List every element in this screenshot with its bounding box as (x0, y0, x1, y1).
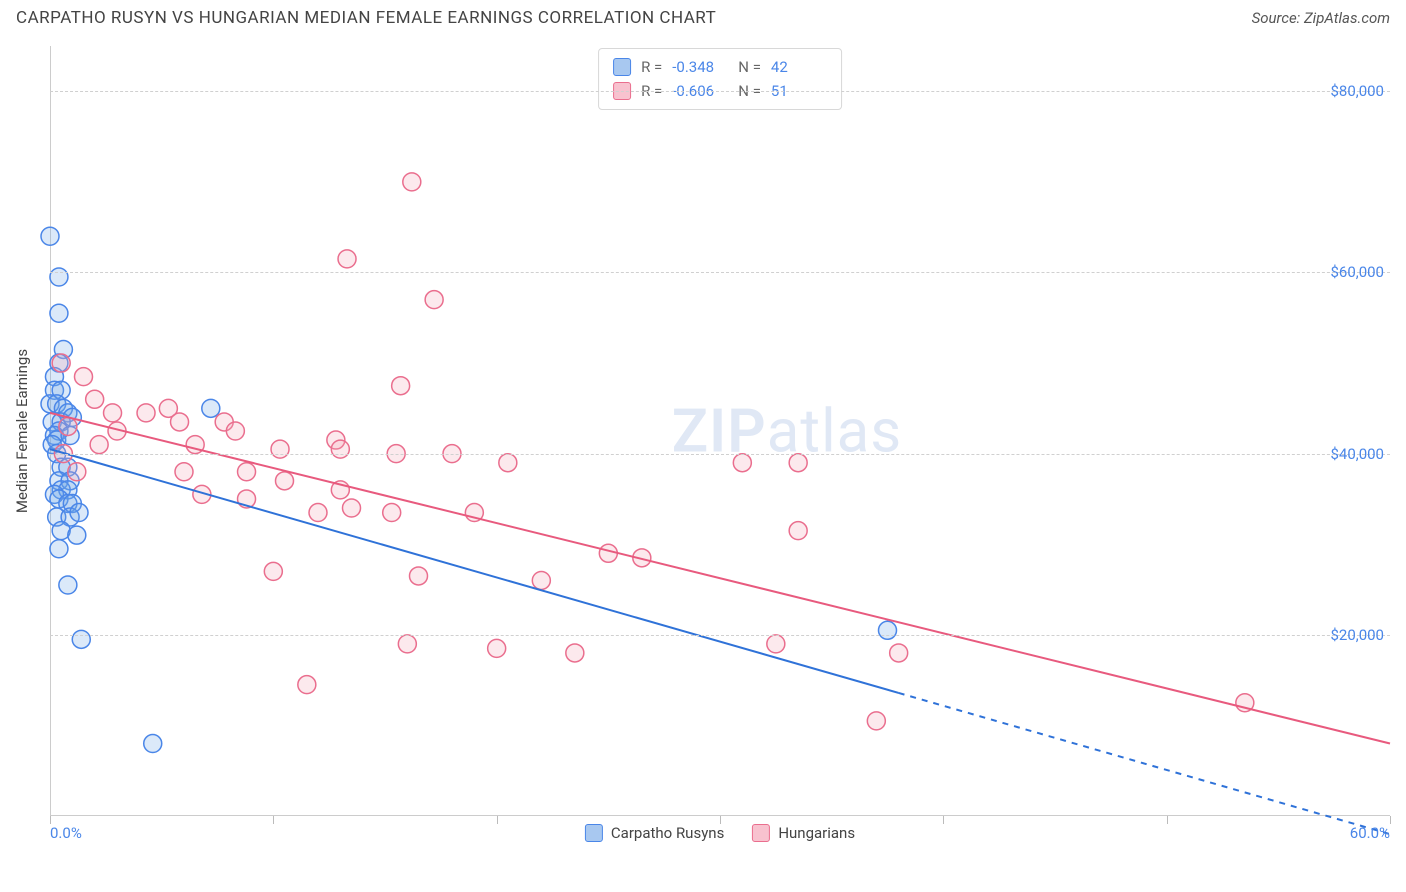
gridline-h (50, 272, 1390, 273)
chart-plot-area: Median Female Earnings ZIPatlas R = -0.3… (50, 46, 1390, 816)
data-point-hungarian (343, 499, 361, 517)
data-point-carpatho (879, 621, 897, 639)
data-point-carpatho (50, 540, 68, 558)
data-point-hungarian (75, 368, 93, 386)
data-point-hungarian (425, 291, 443, 309)
data-point-hungarian (226, 422, 244, 440)
trend-line-dashed-carpatho (899, 693, 1390, 834)
data-point-hungarian (488, 639, 506, 657)
data-point-hungarian (137, 404, 155, 422)
data-point-hungarian (383, 504, 401, 522)
data-point-hungarian (403, 173, 421, 191)
data-point-hungarian (338, 250, 356, 268)
chart-source: Source: ZipAtlas.com (1252, 9, 1390, 27)
data-point-carpatho (70, 504, 88, 522)
x-tick-right: 60.0% (1350, 824, 1390, 842)
data-point-hungarian (767, 635, 785, 653)
x-tick-mark (943, 816, 944, 824)
y-tick-label: $40,000 (1330, 445, 1384, 463)
trend-line-carpatho (50, 449, 899, 693)
data-point-hungarian (68, 463, 86, 481)
rbox-swatch-0 (613, 58, 631, 76)
source-name: ZipAtlas.com (1304, 9, 1390, 27)
x-axis-labels: 0.0% Carpatho Rusyns Hungarians 60.0% (50, 824, 1390, 854)
y-axis-label: Median Female Earnings (13, 349, 31, 513)
gridline-h (50, 635, 1390, 636)
data-point-hungarian (532, 571, 550, 589)
data-point-hungarian (789, 454, 807, 472)
y-tick-label: $80,000 (1330, 82, 1384, 100)
legend-label-hungarian: Hungarians (778, 824, 855, 842)
chart-header: CARPATHO RUSYN VS HUNGARIAN MEDIAN FEMAL… (0, 0, 1406, 34)
rbox-r-0: -0.348 (672, 55, 728, 79)
data-point-hungarian (271, 440, 289, 458)
data-point-carpatho (41, 227, 59, 245)
data-point-hungarian (264, 562, 282, 580)
data-point-hungarian (392, 377, 410, 395)
gridline-h (50, 454, 1390, 455)
x-tick-mark (50, 816, 51, 824)
x-tick-mark (497, 816, 498, 824)
data-point-hungarian (867, 712, 885, 730)
data-point-carpatho (144, 735, 162, 753)
legend-item-carpatho: Carpatho Rusyns (585, 824, 724, 842)
data-point-carpatho (72, 630, 90, 648)
data-point-hungarian (398, 635, 416, 653)
data-point-hungarian (276, 472, 294, 490)
rbox-row-0: R = -0.348 N = 42 (613, 55, 827, 79)
data-point-hungarian (890, 644, 908, 662)
data-point-hungarian (86, 390, 104, 408)
rbox-n-label: N = (738, 55, 761, 79)
data-point-hungarian (59, 417, 77, 435)
data-point-carpatho (59, 576, 77, 594)
gridline-h (50, 91, 1390, 92)
data-point-hungarian (499, 454, 517, 472)
x-tick-mark (1390, 816, 1391, 824)
source-prefix: Source: (1252, 9, 1304, 27)
chart-title: CARPATHO RUSYN VS HUNGARIAN MEDIAN FEMAL… (16, 8, 716, 28)
data-point-hungarian (599, 544, 617, 562)
correlation-stats-box: R = -0.348 N = 42 R = -0.606 N = 51 (598, 48, 842, 110)
data-point-hungarian (410, 567, 428, 585)
data-point-hungarian (175, 463, 193, 481)
data-point-hungarian (309, 504, 327, 522)
rbox-n-0: 42 (771, 55, 827, 79)
data-point-carpatho (68, 526, 86, 544)
data-point-hungarian (298, 676, 316, 694)
data-point-hungarian (789, 522, 807, 540)
data-point-hungarian (566, 644, 584, 662)
legend-swatch-carpatho (585, 824, 603, 842)
data-point-hungarian (171, 413, 189, 431)
data-point-hungarian (331, 440, 349, 458)
data-point-hungarian (52, 354, 70, 372)
data-point-carpatho (50, 268, 68, 286)
data-point-hungarian (104, 404, 122, 422)
scatter-svg (50, 46, 1390, 816)
x-tick-mark (273, 816, 274, 824)
y-tick-label: $60,000 (1330, 263, 1384, 281)
legend-item-hungarian: Hungarians (752, 824, 855, 842)
x-tick-mark (1167, 816, 1168, 824)
data-point-carpatho (202, 399, 220, 417)
rbox-r-label: R = (641, 55, 662, 79)
legend-swatch-hungarian (752, 824, 770, 842)
legend-label-carpatho: Carpatho Rusyns (611, 824, 724, 842)
data-point-hungarian (238, 463, 256, 481)
bottom-legend: Carpatho Rusyns Hungarians (585, 824, 855, 842)
y-tick-label: $20,000 (1330, 626, 1384, 644)
data-point-carpatho (50, 304, 68, 322)
x-tick-mark (720, 816, 721, 824)
data-point-hungarian (90, 436, 108, 454)
data-point-hungarian (733, 454, 751, 472)
trend-line-hungarian (50, 413, 1390, 744)
x-tick-left: 0.0% (50, 824, 82, 842)
